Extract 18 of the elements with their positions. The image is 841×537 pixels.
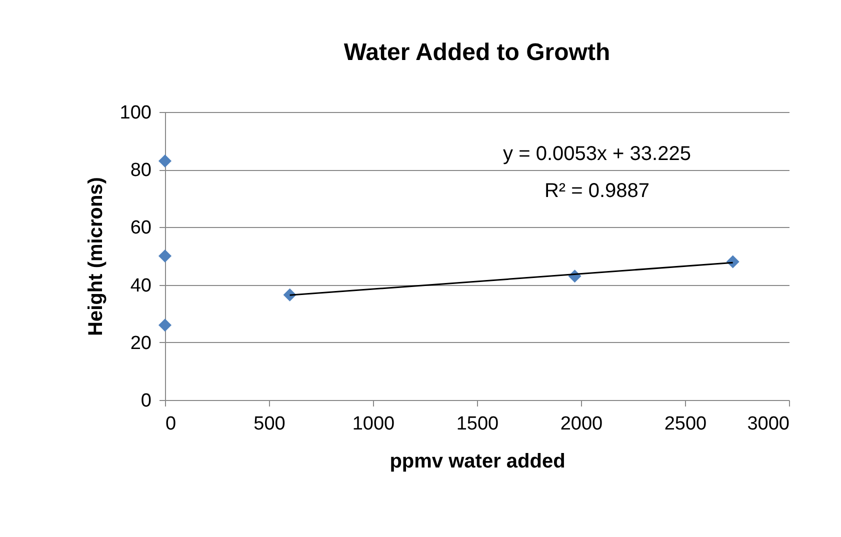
x-tick-label: 2500: [664, 414, 707, 434]
chart-title: Water Added to Growth: [344, 39, 610, 66]
x-tick-label: 3000: [747, 414, 790, 434]
x-tick-label: 1500: [456, 414, 499, 434]
x-tick-label: 0: [166, 414, 176, 434]
x-tick-label: 2000: [560, 414, 603, 434]
y-tick-label: 60: [130, 218, 152, 239]
annotation: y = 0.0053x + 33.225: [503, 143, 691, 165]
x-tick-label: 1000: [352, 414, 395, 434]
y-tick-label: 100: [120, 102, 152, 124]
y-tick-label: 40: [130, 275, 152, 296]
y-axis-title: Height (microns): [84, 177, 107, 336]
annotation: R² = 0.9887: [544, 180, 650, 202]
y-tick-label: 20: [130, 332, 152, 354]
x-tick-label: 500: [254, 414, 286, 434]
y-tick-label: 80: [130, 160, 152, 182]
x-axis-title: ppmv water added: [390, 450, 566, 472]
y-tick-label: 0: [140, 390, 152, 412]
